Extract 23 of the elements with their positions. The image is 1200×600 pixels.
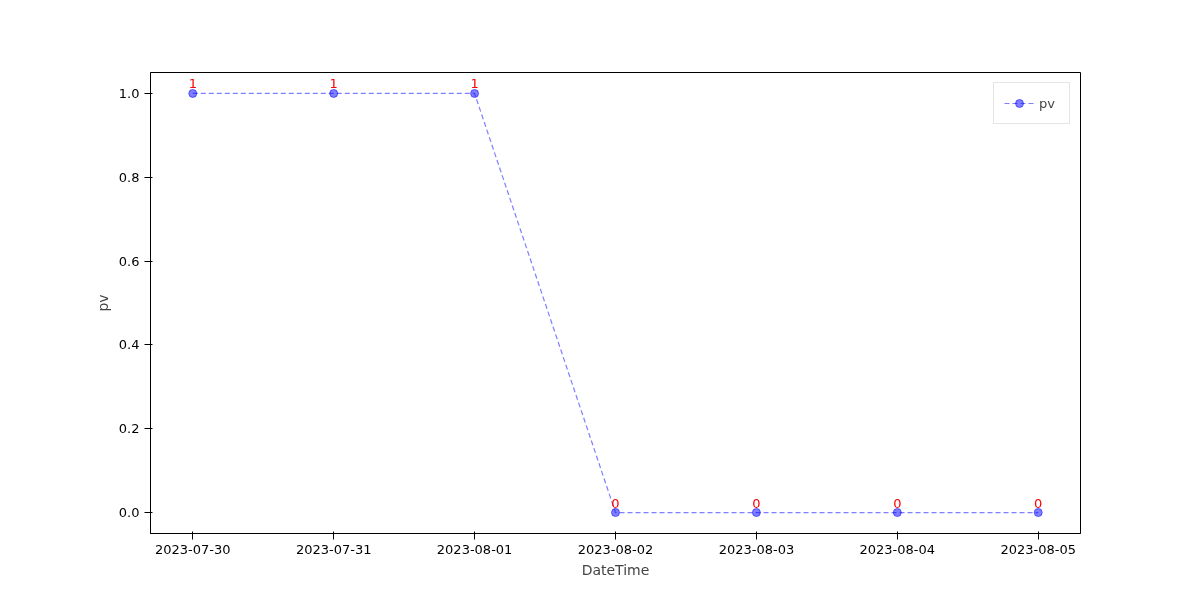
data-label: 0 [893,495,902,511]
data-label: 1 [470,76,479,92]
legend-label: pv [1039,95,1056,111]
y-tick-label: 0.2 [118,421,140,437]
y-tick-label: 0.0 [118,505,140,521]
x-tick-label: 2023-08-05 [1000,541,1077,557]
x-tick-label: 2023-07-31 [295,541,372,557]
y-tick-label: 0.4 [118,337,140,353]
data-label: 0 [611,495,620,511]
data-label: 1 [329,76,338,92]
y-tick-label: 0.6 [118,253,140,269]
y-tick-label: 1.0 [118,85,140,101]
x-tick-label: 2023-08-02 [577,541,654,557]
x-tick-label: 2023-07-30 [155,541,231,557]
x-tick-label: 2023-08-04 [859,541,936,557]
x-axis-title: DateTime [581,561,650,578]
x-tick-label: 2023-08-01 [436,541,513,557]
x-tick-label: 2023-08-03 [718,541,795,557]
data-label: 0 [752,495,761,511]
y-tick-label: 0.8 [118,169,140,185]
data-label: 0 [1034,495,1043,511]
data-label: 1 [188,76,197,92]
y-axis-title: pv [94,294,111,312]
